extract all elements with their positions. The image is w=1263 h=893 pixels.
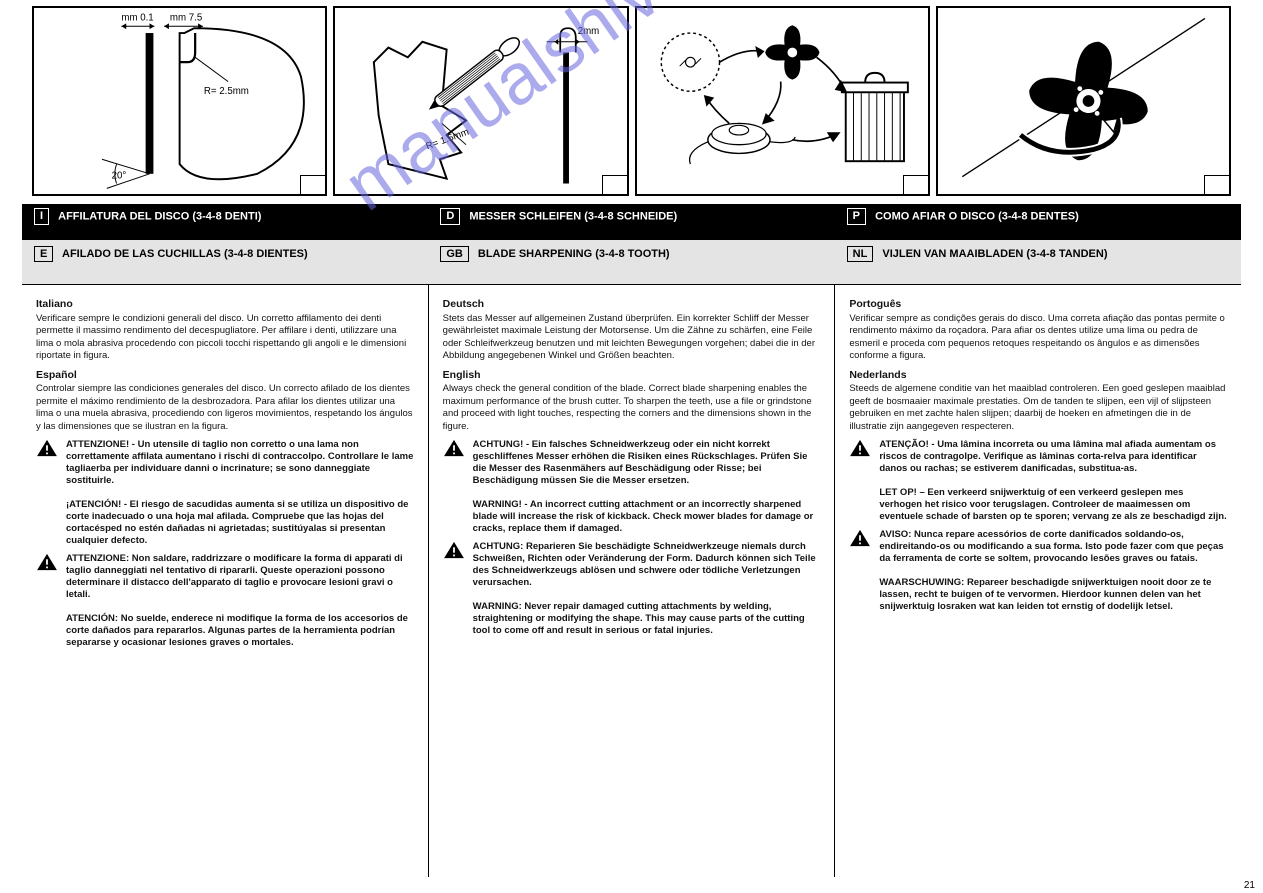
col2-warn-1: ACHTUNG! - Ein falsches Schneidwerkzeug …: [443, 439, 821, 535]
lang-tag-pt: P: [847, 208, 866, 225]
col1-warn-2: ATTENZIONE: Non saldare, raddrizzare o m…: [36, 553, 414, 649]
col1-es-head: Español: [36, 369, 414, 382]
figure-1-svg: R= 2.5mm mm 0.1 mm 7.5 20°: [34, 8, 325, 194]
warning-icon: [443, 541, 465, 559]
col1-it-head: Italiano: [36, 298, 414, 311]
warning-icon: [36, 439, 58, 457]
fig1-r25-label: R= 2.5mm: [204, 86, 249, 97]
greybar-seg-2: GB BLADE SHARPENING (3-4-8 TOOTH): [428, 240, 834, 284]
col1-warn2-it: ATTENZIONE: Non saldare, raddrizzare o m…: [66, 553, 403, 600]
col1-warn1-it: ATTENZIONE! - Un utensile di taglio non …: [66, 439, 413, 486]
col2-warn2-de: ACHTUNG: Reparieren Sie beschädigte Schn…: [473, 541, 816, 588]
titlebar-seg-2: D MESSER SCHLEIFEN (3-4-8 SCHNEIDE): [428, 204, 834, 240]
lang-tag-es: E: [34, 246, 53, 262]
lang-tag-de: D: [440, 208, 460, 225]
titlebar-seg-3: P COMO AFIAR O DISCO (3-4-8 DENTES): [835, 204, 1241, 240]
figures-row: R= 2.5mm mm 0.1 mm 7.5 20°: [32, 6, 1231, 196]
warning-icon: [443, 439, 465, 457]
col1-it-p1: Verificare sempre le condizioni generali…: [36, 313, 414, 363]
col3-nl-head: Nederlands: [849, 369, 1227, 382]
column-3: Portoguês Verificar sempre as condições …: [834, 284, 1241, 877]
col1-es-p1: Controlar siempre las condiciones genera…: [36, 383, 414, 433]
warning-icon: [849, 529, 871, 547]
column-1: Italiano Verificare sempre le condizioni…: [22, 284, 428, 877]
figure-3-svg: [637, 8, 928, 194]
figure-1-number: [300, 175, 325, 194]
fig1-angle-label: 20°: [112, 171, 127, 182]
fig2-r15-label: R= 1.5mm: [425, 127, 471, 153]
col3-warn1-pt: ATENÇÃO! - Uma lâmina incorreta ou uma l…: [879, 439, 1216, 474]
figure-4-number: [1204, 175, 1229, 194]
fig1-mm01-label: mm 0.1: [121, 12, 153, 23]
greybar-title-2: BLADE SHARPENING (3-4-8 TOOTH): [478, 248, 670, 260]
title-bar-black: I AFFILATURA DEL DISCO (3-4-8 DENTI) D M…: [22, 204, 1241, 240]
col1-warn-1: ATTENZIONE! - Un utensile di taglio non …: [36, 439, 414, 547]
col1-warn2-es: ATENCIÓN: No suelde, enderece ni modifiq…: [66, 613, 408, 648]
titlebar-title-1: AFFILATURA DEL DISCO (3-4-8 DENTI): [58, 210, 261, 222]
title-bar-grey: E AFILADO DE LAS CUCHILLAS (3-4-8 DIENTE…: [22, 240, 1241, 285]
greybar-seg-3: NL VIJLEN VAN MAAIBLADEN (3-4-8 TANDEN): [835, 240, 1241, 284]
fig2-2mm-label: 2mm: [578, 26, 600, 37]
greybar-title-1: AFILADO DE LAS CUCHILLAS (3-4-8 DIENTES): [62, 248, 308, 260]
col2-en-p1: Always check the general condition of th…: [443, 383, 821, 433]
titlebar-title-2: MESSER SCHLEIFEN (3-4-8 SCHNEIDE): [469, 210, 677, 222]
lang-tag-nl: NL: [847, 246, 874, 262]
col3-warn-1: ATENÇÃO! - Uma lâmina incorreta ou uma l…: [849, 439, 1227, 523]
col3-warn1-nl: LET OP! – Een verkeerd snijwerktuig of e…: [879, 487, 1226, 522]
col3-pt-p1: Verificar sempre as condições gerais do …: [849, 313, 1227, 363]
column-2: Deutsch Stets das Messer auf allgemeinen…: [428, 284, 835, 877]
col2-warn2-en: WARNING: Never repair damaged cutting at…: [473, 601, 805, 636]
fig1-mm75-label: mm 7.5: [170, 12, 202, 23]
titlebar-seg-1: I AFFILATURA DEL DISCO (3-4-8 DENTI): [22, 204, 428, 240]
col2-de-head: Deutsch: [443, 298, 821, 311]
col3-pt-head: Portoguês: [849, 298, 1227, 311]
page-number: 21: [1244, 880, 1255, 891]
greybar-title-3: VIJLEN VAN MAAIBLADEN (3-4-8 TANDEN): [882, 248, 1107, 260]
col1-warn1-es: ¡ATENCIÓN! - El riesgo de sacudidas aume…: [66, 499, 408, 546]
warning-icon: [36, 553, 58, 571]
col2-warn-2: ACHTUNG: Reparieren Sie beschädigte Schn…: [443, 541, 821, 637]
col3-warn2-nl: WAARSCHUWING: Repareer beschadigde snijw…: [879, 577, 1211, 612]
figure-1: R= 2.5mm mm 0.1 mm 7.5 20°: [32, 6, 327, 196]
figure-2-svg: R= 1.5mm 2mm: [335, 8, 626, 194]
greybar-seg-1: E AFILADO DE LAS CUCHILLAS (3-4-8 DIENTE…: [22, 240, 428, 284]
figure-3-number: [903, 175, 928, 194]
col2-warn1-en: WARNING! - An incorrect cutting attachme…: [473, 499, 814, 534]
figure-4-svg: [938, 8, 1229, 194]
col2-warn1-de: ACHTUNG! - Ein falsches Schneidwerkzeug …: [473, 439, 808, 486]
col2-de-p1: Stets das Messer auf allgemeinen Zustand…: [443, 313, 821, 363]
lang-tag-it: I: [34, 208, 49, 225]
lang-tag-en: GB: [440, 246, 469, 262]
figure-2-number: [602, 175, 627, 194]
col3-warn-2: AVISO: Nunca repare acessórios de corte …: [849, 529, 1227, 613]
figure-4: [936, 6, 1231, 196]
figure-2: R= 1.5mm 2mm: [333, 6, 628, 196]
warning-icon: [849, 439, 871, 457]
text-columns: Italiano Verificare sempre le condizioni…: [22, 284, 1241, 877]
col3-nl-p1: Steeds de algemene conditie van het maai…: [849, 383, 1227, 433]
titlebar-title-3: COMO AFIAR O DISCO (3-4-8 DENTES): [875, 210, 1079, 222]
col3-warn2-pt: AVISO: Nunca repare acessórios de corte …: [879, 529, 1223, 564]
figure-3: [635, 6, 930, 196]
col2-en-head: English: [443, 369, 821, 382]
